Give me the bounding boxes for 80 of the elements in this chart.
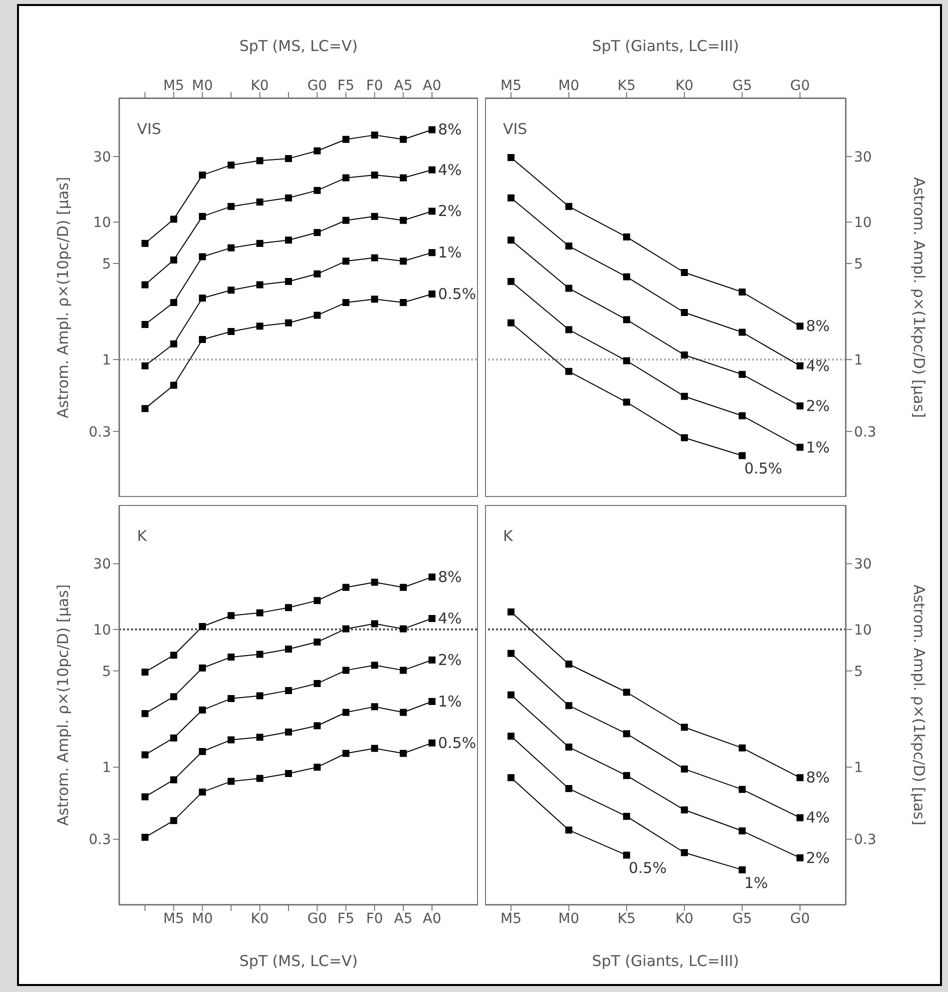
x-axis-title: SpT (MS, LC=V) xyxy=(239,952,358,970)
y2-tick-label: 1 xyxy=(854,760,863,776)
y2-tick-label: 10 xyxy=(854,215,872,232)
series-label: 1% xyxy=(806,438,830,456)
x-tick-label: M5 xyxy=(163,78,184,94)
y2-axis-title: Astrom. Ampl. ρ×(1kpc/D) [μas] xyxy=(910,584,928,826)
y-tick-label: 0.3 xyxy=(88,832,111,848)
x-tick-label: G0 xyxy=(307,78,328,94)
series-label: 2% xyxy=(438,651,462,669)
annotation: VIS xyxy=(137,120,162,138)
series-label: 2% xyxy=(806,848,830,867)
x-tick-label: F0 xyxy=(366,78,384,94)
x-tick-label: F0 xyxy=(366,910,384,927)
series-label: 2% xyxy=(806,396,830,415)
x2-axis-title: SpT (Giants, LC=III) xyxy=(592,37,740,55)
x-tick-label: M5 xyxy=(500,78,522,94)
x2-axis-title: SpT (MS, LC=V) xyxy=(239,37,358,55)
y-tick-label: 0.3 xyxy=(88,424,111,440)
series-label: 8% xyxy=(438,568,462,586)
x-tick-label: G5 xyxy=(732,910,752,927)
y-tick-label: 10 xyxy=(93,622,111,638)
x-tick-label: M0 xyxy=(192,910,213,927)
series-label: 4% xyxy=(806,808,830,827)
y-tick-label: 1 xyxy=(102,760,111,776)
x-tick-label: M5 xyxy=(500,910,522,927)
y2-tick-label: 0.3 xyxy=(854,424,876,440)
series-label: 4% xyxy=(806,356,830,375)
series-label: 4% xyxy=(438,610,462,628)
x-tick-label: G0 xyxy=(307,910,328,927)
series-label: 8% xyxy=(438,120,462,139)
y-tick-label: 10 xyxy=(93,215,111,232)
x-tick-label: K0 xyxy=(675,910,694,927)
series-label: 0.5% xyxy=(628,859,667,878)
y2-tick-label: 0.3 xyxy=(854,832,876,848)
y2-tick-label: 5 xyxy=(854,256,863,272)
x-tick-label: F5 xyxy=(337,910,354,927)
y-tick-label: 1 xyxy=(102,352,111,369)
x-tick-label: G0 xyxy=(790,78,810,94)
y-axis-title: Astrom. Ampl. ρ×(10pc/D) [μas] xyxy=(54,176,72,418)
x-tick-label: M0 xyxy=(192,78,213,94)
x-tick-label: K0 xyxy=(250,78,269,94)
y-tick-label: 30 xyxy=(93,556,111,573)
y2-tick-label: 30 xyxy=(854,556,872,573)
annotation: VIS xyxy=(503,120,528,138)
series-label: 0.5% xyxy=(438,734,476,752)
series-label: 4% xyxy=(438,160,462,179)
y-tick-label: 5 xyxy=(102,664,111,680)
x-tick-label: M0 xyxy=(558,78,580,94)
series-label: 8% xyxy=(806,768,830,787)
x-tick-label: G0 xyxy=(790,910,810,927)
x-tick-label: M5 xyxy=(163,910,184,927)
y-tick-label: 30 xyxy=(93,150,111,166)
series-label: 1% xyxy=(438,244,462,262)
y-axis-title: Astrom. Ampl. ρ×(10pc/D) [μas] xyxy=(54,584,72,826)
x-tick-label: M0 xyxy=(558,910,580,927)
series-label: 8% xyxy=(806,317,830,336)
x-tick-label: K0 xyxy=(250,910,269,927)
x-tick-label: G5 xyxy=(732,78,752,94)
series-label: 1% xyxy=(438,692,462,710)
series-label: 1% xyxy=(744,874,768,892)
series-label: 2% xyxy=(438,202,462,220)
x-tick-label: K5 xyxy=(618,78,636,94)
x-axis-title: SpT (Giants, LC=III) xyxy=(592,952,740,970)
x-tick-label: F5 xyxy=(337,78,354,94)
y2-tick-label: 30 xyxy=(854,150,872,166)
annotation: K xyxy=(137,527,147,545)
x-tick-label: K0 xyxy=(675,78,694,94)
y2-tick-label: 1 xyxy=(854,352,863,369)
x-tick-label: A0 xyxy=(422,78,442,94)
series-label: 0.5% xyxy=(438,284,476,303)
x-tick-label: A0 xyxy=(422,910,442,927)
annotation: K xyxy=(503,527,513,545)
y2-axis-title: Astrom. Ampl. ρ×(1kpc/D) [μas] xyxy=(910,177,928,418)
y2-tick-label: 10 xyxy=(854,622,872,638)
x-tick-label: A5 xyxy=(394,910,413,927)
y-tick-label: 5 xyxy=(102,256,111,272)
x-tick-label: K5 xyxy=(618,910,636,927)
series-label: 0.5% xyxy=(744,460,782,478)
x-tick-label: A5 xyxy=(394,78,413,94)
y2-tick-label: 5 xyxy=(854,664,863,680)
